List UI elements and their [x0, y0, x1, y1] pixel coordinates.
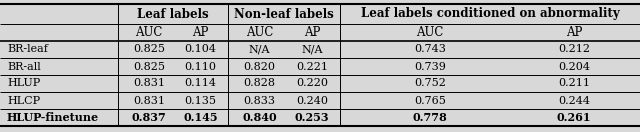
Text: 0.778: 0.778 [413, 112, 447, 123]
Text: 0.840: 0.840 [242, 112, 276, 123]
Text: 0.212: 0.212 [558, 44, 590, 55]
Text: 0.104: 0.104 [184, 44, 216, 55]
Text: AP: AP [192, 26, 209, 39]
Text: HLUP: HLUP [7, 79, 40, 88]
Text: 0.240: 0.240 [296, 95, 328, 105]
Text: AUC: AUC [135, 26, 163, 39]
Text: Non-leaf labels: Non-leaf labels [234, 8, 334, 20]
Text: AP: AP [566, 26, 582, 39]
Text: BR-all: BR-all [7, 62, 41, 72]
Text: 0.833: 0.833 [243, 95, 275, 105]
Text: 0.820: 0.820 [243, 62, 275, 72]
Text: N/A: N/A [248, 44, 270, 55]
Text: 0.211: 0.211 [558, 79, 590, 88]
Text: 0.831: 0.831 [133, 95, 165, 105]
Text: Leaf labels: Leaf labels [137, 8, 209, 20]
Text: BR-leaf: BR-leaf [7, 44, 48, 55]
Text: AUC: AUC [416, 26, 444, 39]
Text: 0.110: 0.110 [184, 62, 216, 72]
Text: 0.739: 0.739 [414, 62, 446, 72]
Text: 0.135: 0.135 [184, 95, 216, 105]
Text: 0.752: 0.752 [414, 79, 446, 88]
Text: 0.145: 0.145 [183, 112, 218, 123]
Text: HLCP: HLCP [7, 95, 40, 105]
Text: 0.204: 0.204 [558, 62, 590, 72]
Text: Leaf labels conditioned on abnormality: Leaf labels conditioned on abnormality [360, 8, 620, 20]
Text: 0.837: 0.837 [131, 112, 166, 123]
Text: HLUP-finetune: HLUP-finetune [7, 112, 99, 123]
Text: 0.261: 0.261 [557, 112, 591, 123]
Text: 0.253: 0.253 [294, 112, 330, 123]
Text: 0.765: 0.765 [414, 95, 446, 105]
Text: 0.220: 0.220 [296, 79, 328, 88]
Text: 0.221: 0.221 [296, 62, 328, 72]
Text: AUC: AUC [246, 26, 273, 39]
Text: 0.244: 0.244 [558, 95, 590, 105]
Text: 0.825: 0.825 [133, 44, 165, 55]
Text: 0.825: 0.825 [133, 62, 165, 72]
Text: 0.114: 0.114 [184, 79, 216, 88]
Text: N/A: N/A [301, 44, 323, 55]
Text: AP: AP [304, 26, 320, 39]
Text: 0.743: 0.743 [414, 44, 446, 55]
Text: 0.828: 0.828 [243, 79, 275, 88]
Text: 0.831: 0.831 [133, 79, 165, 88]
